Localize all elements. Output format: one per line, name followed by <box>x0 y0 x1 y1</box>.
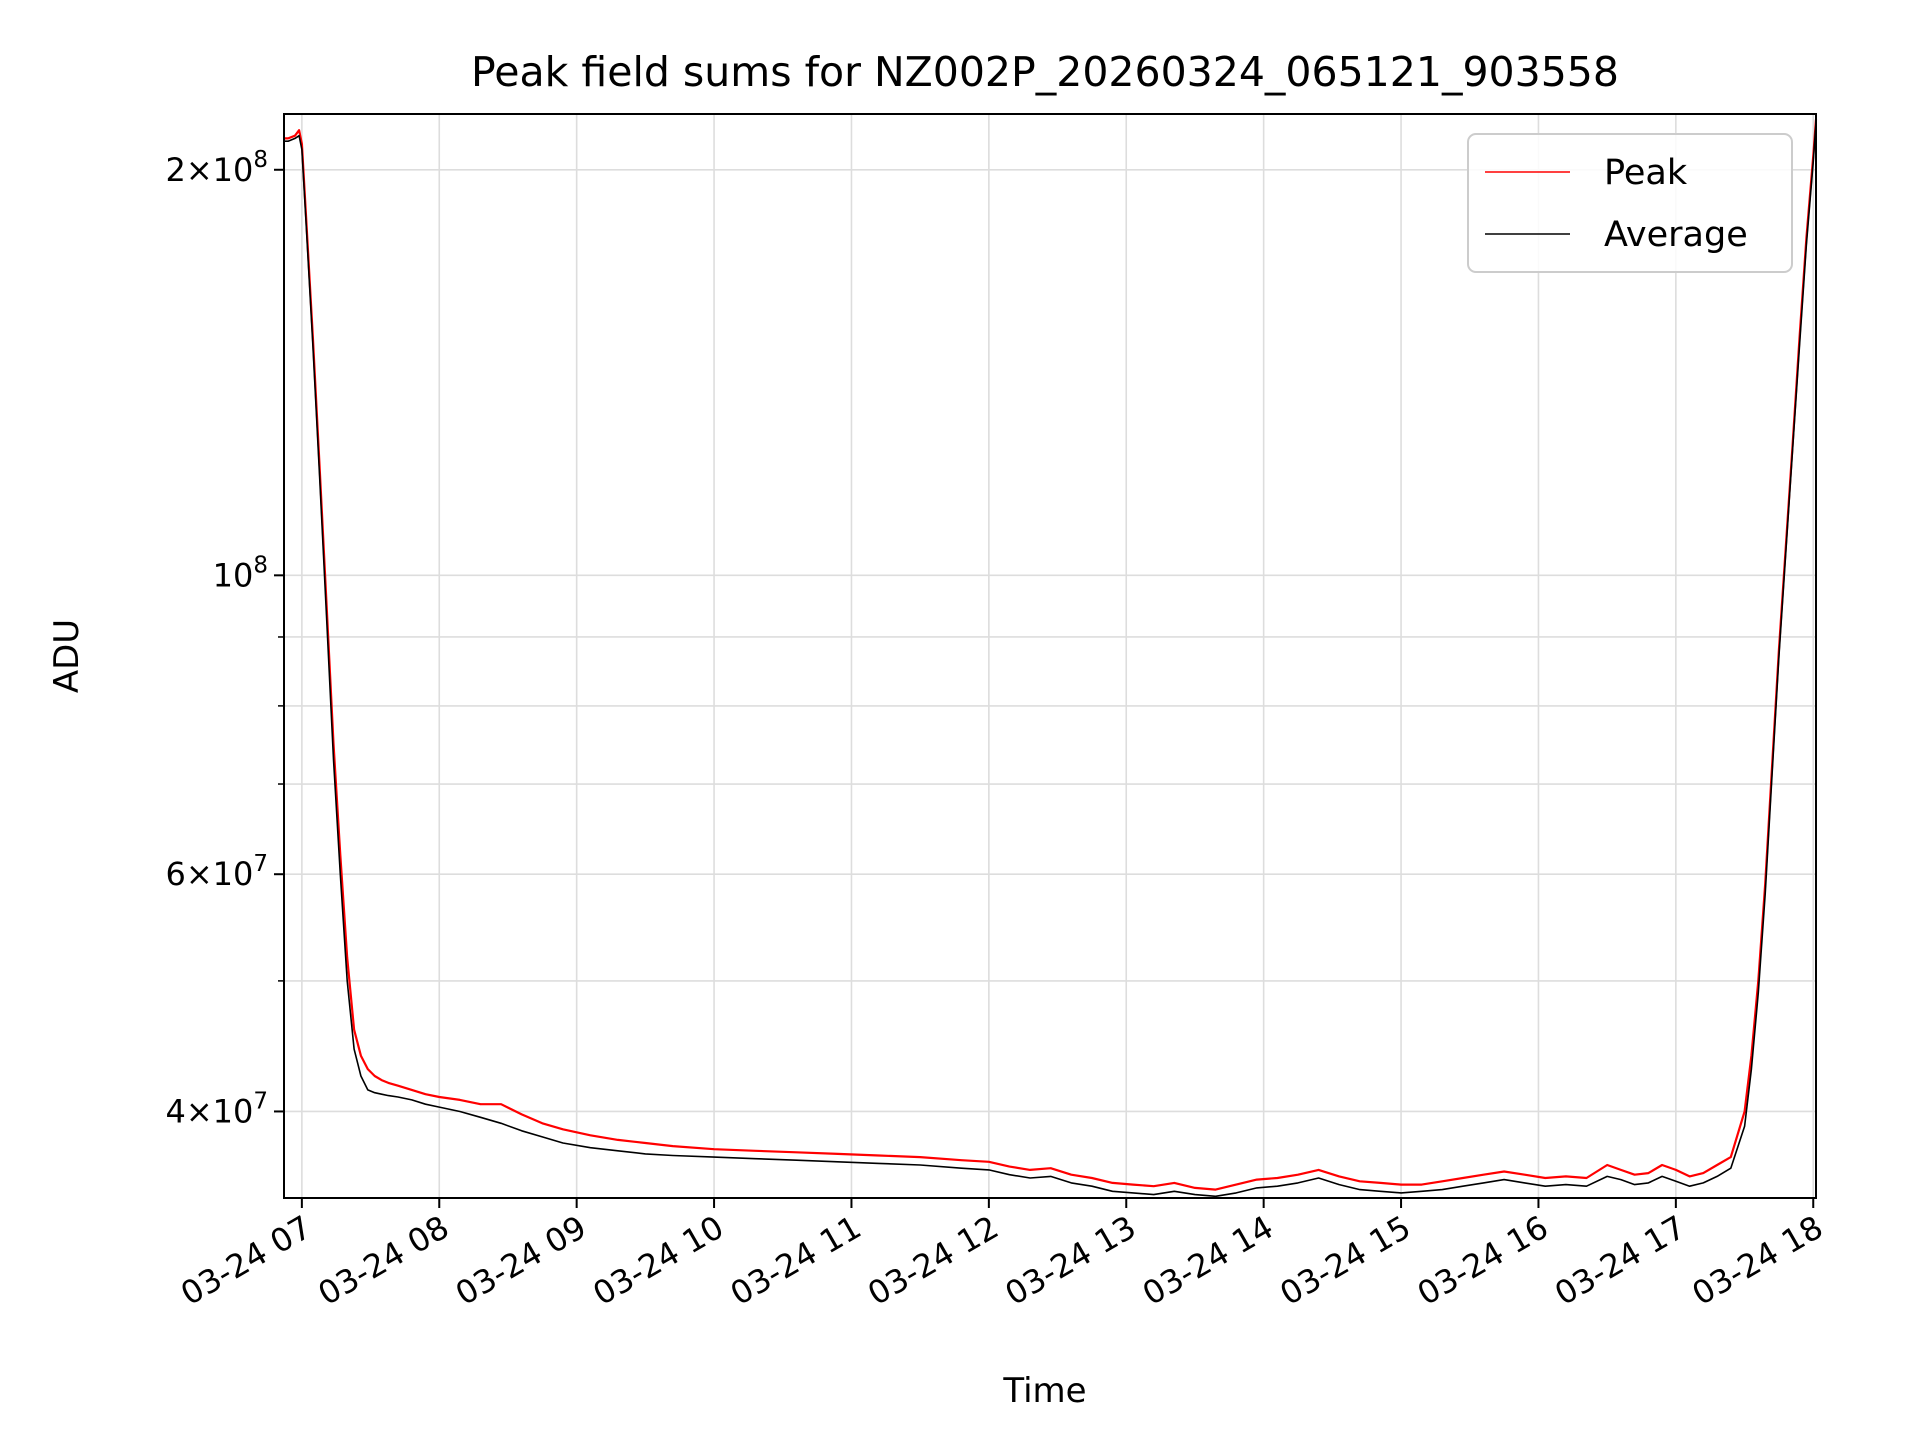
y-tick-label: 2×108 <box>165 147 268 189</box>
legend-box <box>1467 133 1793 273</box>
y-axis-ticks: 4×107 6×107 108 2×108 <box>165 147 284 1130</box>
legend-peak-label: Peak <box>1604 153 1688 193</box>
grid <box>284 114 1816 1198</box>
y-tick-label: 108 <box>213 552 268 594</box>
series-line-peak <box>284 119 1818 1191</box>
series-line-average <box>284 121 1817 1198</box>
y-tick-label: 4×107 <box>165 1088 268 1130</box>
legend-average-label: Average <box>1604 215 1748 255</box>
chart-title: Peak field sums for NZ002P_20260324_0651… <box>471 48 1619 96</box>
x-axis-label: Time <box>1002 1371 1086 1411</box>
legend: Peak Average <box>1467 133 1793 273</box>
plot-frame <box>283 113 1817 1199</box>
y-tick-label: 6×107 <box>165 851 268 893</box>
series-layer <box>284 119 1818 1198</box>
y-axis-label: ADU <box>47 619 87 693</box>
